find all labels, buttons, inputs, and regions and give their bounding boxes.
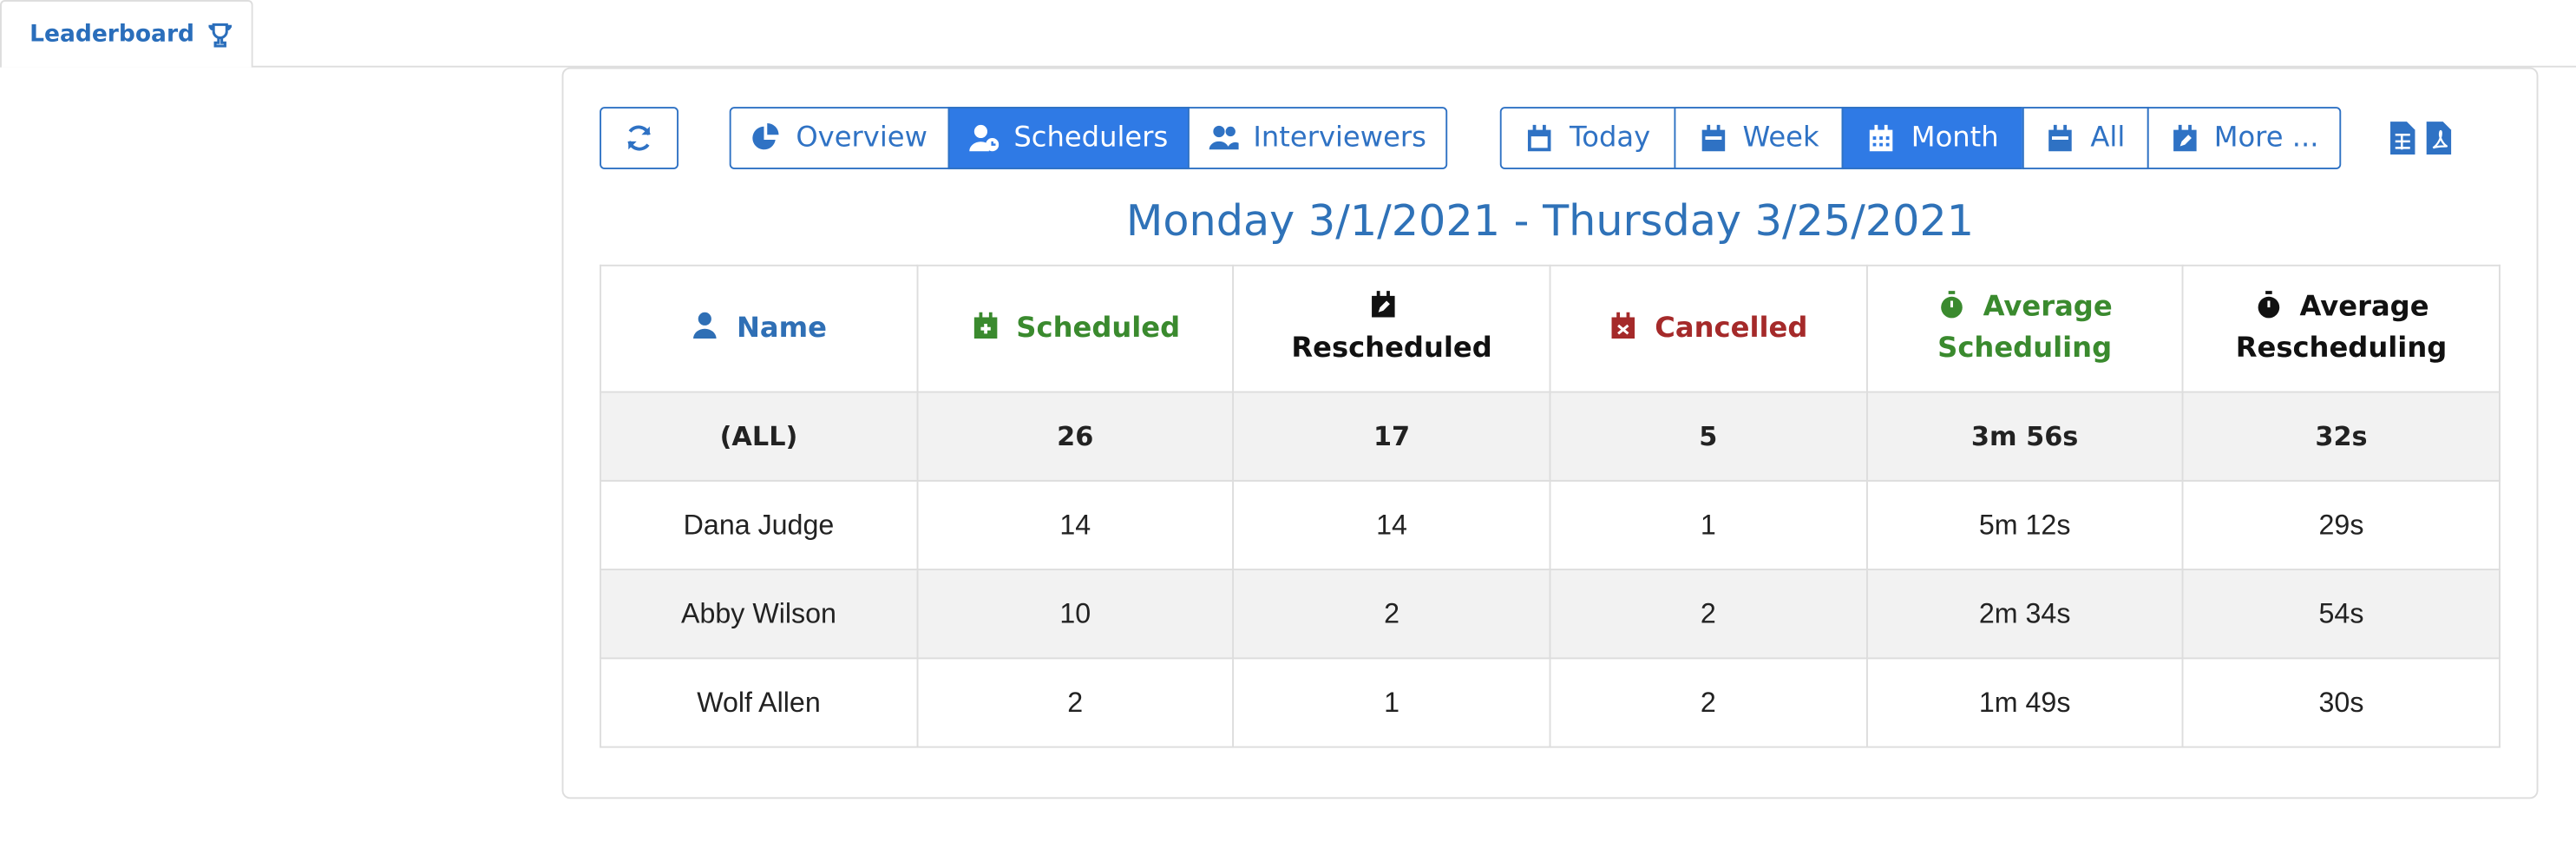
table-cell: 32s: [2182, 391, 2501, 482]
view-label: Overview: [796, 122, 927, 155]
table-row: Dana Judge 14 14 1 5m 12s 29s: [600, 479, 2501, 571]
table-cell: 2: [1549, 657, 1868, 748]
table-cell: 2: [1549, 569, 1868, 660]
header-label: Average Rescheduling: [2235, 291, 2448, 365]
range-label: All: [2090, 122, 2126, 155]
header-label: Name: [736, 311, 827, 345]
range-label: Week: [1742, 122, 1819, 155]
icon: [1870, 124, 1893, 152]
icon: [2173, 124, 2196, 152]
icon: [1612, 311, 1635, 339]
icon: [2049, 124, 2073, 152]
leaderboard-table: Name Scheduled Rescheduled Cancelled Average…: [600, 264, 2501, 748]
table-cell: 1: [1549, 479, 1868, 571]
range-button[interactable]: Today: [1499, 107, 1676, 170]
table-cell: Abby Wilson: [600, 569, 918, 660]
view-label: Interviewers: [1253, 122, 1426, 155]
range-button[interactable]: Month: [1841, 107, 2024, 170]
column-header: Average Scheduling: [1865, 264, 2184, 393]
range-label: Month: [1911, 122, 1999, 155]
header-label: Rescheduled: [1291, 332, 1492, 365]
tab-bar-border: [0, 65, 2576, 68]
icon: [1372, 291, 1395, 318]
table-cell: 2: [1232, 569, 1551, 660]
table-cell: 1: [1232, 657, 1551, 748]
table-cell: 2: [915, 657, 1235, 748]
range-button[interactable]: All: [2022, 107, 2149, 170]
table-cell: 14: [1232, 479, 1551, 571]
range-label: Today: [1570, 122, 1651, 155]
table-cell: 14: [915, 479, 1235, 571]
date-range: Monday 3/1/2021 - Thursday 3/25/2021: [1125, 197, 1975, 247]
leaderboard-tab[interactable]: Leaderboard: [0, 0, 253, 68]
table-cell: 2m 34s: [1865, 569, 2184, 660]
table-cell: 10: [915, 569, 1235, 660]
icon: [969, 124, 1000, 152]
table-row: Wolf Allen 2 1 2 1m 49s 30s: [600, 657, 2501, 748]
column-header: Name: [600, 264, 918, 393]
refresh-icon: [627, 125, 651, 151]
table-cell: Dana Judge: [600, 479, 918, 571]
table-row: (ALL) 26 17 5 3m 56s 32s: [600, 391, 2501, 482]
column-header: Scheduled: [915, 264, 1235, 393]
table-cell: 1m 49s: [1865, 657, 2184, 748]
header-label: Scheduled: [1016, 311, 1181, 345]
range-button[interactable]: Week: [1674, 107, 1844, 170]
header-label: Average Scheduling: [1937, 291, 2113, 365]
icon: [1941, 291, 1963, 319]
table-cell: 29s: [2182, 479, 2501, 571]
view-button[interactable]: Schedulers: [947, 107, 1190, 170]
icon: [1209, 125, 1239, 150]
table-cell: 30s: [2182, 657, 2501, 748]
column-header: Rescheduled: [1232, 264, 1551, 393]
range-label: More ...: [2213, 122, 2319, 155]
view-label: Schedulers: [1013, 122, 1169, 155]
icon: [753, 123, 780, 150]
view-button[interactable]: Interviewers: [1188, 107, 1448, 170]
table-cell: (ALL): [600, 391, 918, 482]
table-cell: 3m 56s: [1865, 391, 2184, 482]
range-button[interactable]: More ...: [2147, 107, 2342, 170]
icon: [1528, 124, 1552, 152]
column-header: Cancelled: [1549, 264, 1868, 393]
panel: [561, 67, 2539, 799]
table-cell: 26: [915, 391, 1235, 482]
header-row: Name Scheduled Rescheduled Cancelled Average…: [600, 264, 2501, 393]
icon: [693, 311, 718, 339]
table-cell: 5: [1549, 391, 1868, 482]
table-cell: 17: [1232, 391, 1551, 482]
table-body: (ALL) 26 17 5 3m 56s 32s Dana Judge 14 14 1 5m 12s…: [600, 391, 2501, 748]
tab-label: Leaderboard: [29, 21, 194, 48]
table-cell: 54s: [2182, 569, 2501, 660]
table-cell: 5m 12s: [1865, 479, 2184, 571]
table-row: Abby Wilson 10 2 2 2m 34s 54s: [600, 569, 2501, 660]
header-label: Cancelled: [1655, 311, 1808, 345]
trophy-icon: [209, 22, 233, 47]
column-header: Average Rescheduling: [2182, 264, 2501, 393]
refresh-button[interactable]: [600, 107, 679, 170]
icon: [2258, 291, 2279, 319]
export-icons[interactable]: [2389, 120, 2458, 156]
view-button[interactable]: Overview: [729, 107, 950, 170]
icon: [1701, 124, 1725, 152]
table-cell: Wolf Allen: [600, 657, 918, 748]
icon: [973, 311, 997, 339]
